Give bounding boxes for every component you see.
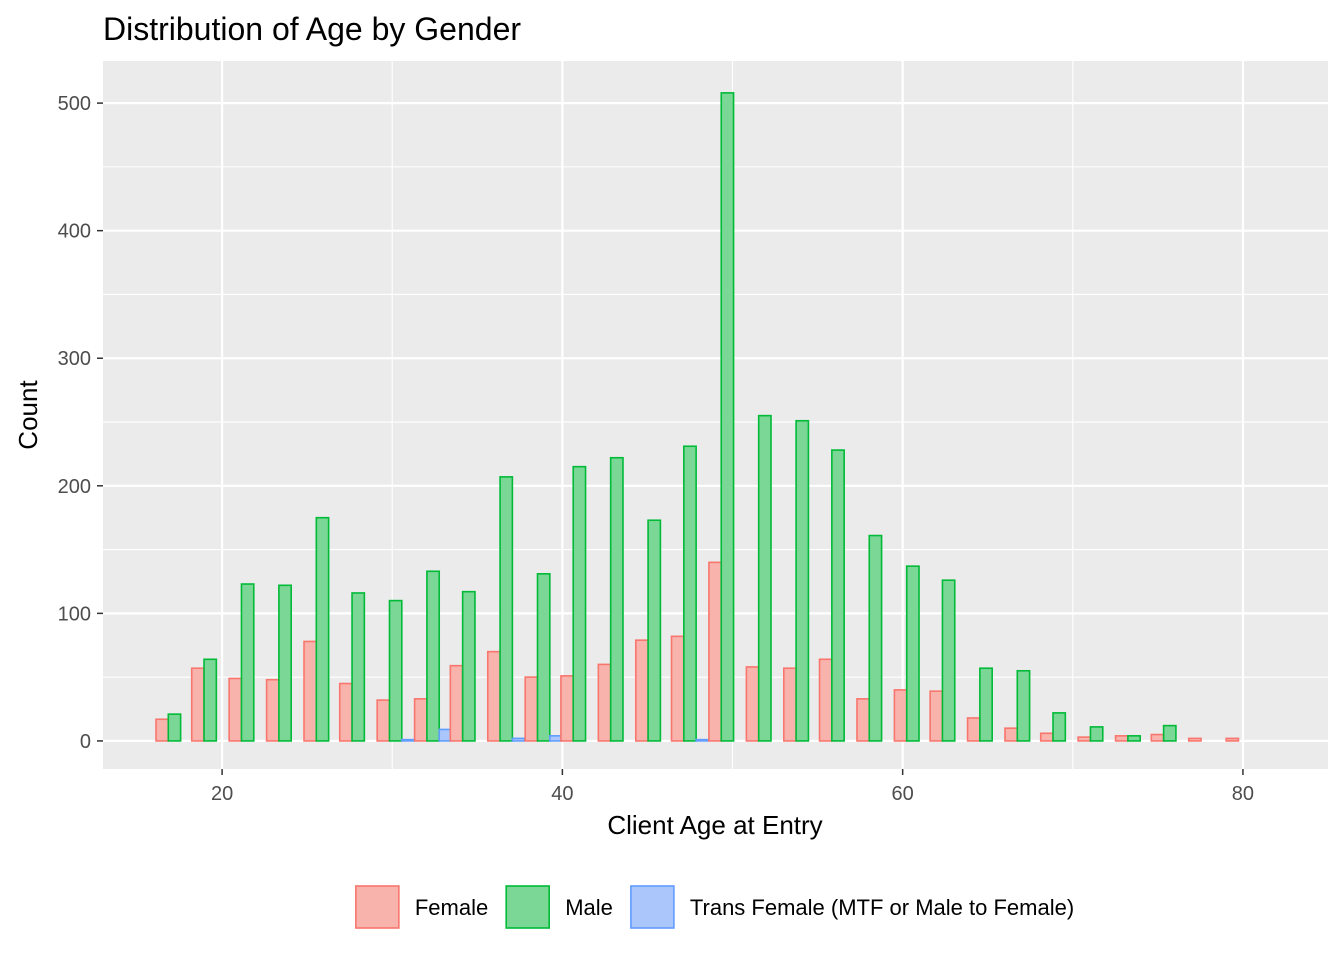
legend-key (355, 885, 400, 929)
bar (400, 738, 415, 742)
bar (1016, 669, 1031, 742)
y-tick-label: 500 (58, 93, 91, 115)
bar (905, 565, 920, 742)
x-tick-label: 20 (211, 783, 233, 805)
bar (524, 676, 539, 742)
x-axis: 20 40 60 80 (211, 769, 1254, 805)
bar (228, 677, 243, 742)
y-tick-label: 200 (58, 476, 91, 498)
bar (670, 635, 685, 742)
x-tick-label: 80 (1232, 783, 1254, 805)
bar (278, 584, 293, 742)
bar (560, 675, 575, 742)
bar (303, 640, 318, 742)
bar (426, 570, 441, 742)
bar (1077, 736, 1092, 742)
bar (511, 737, 526, 742)
bar (856, 698, 871, 742)
bar (536, 573, 551, 742)
legend-key (505, 885, 551, 929)
legend: Female Male Trans Female (MTF or Male to F… (355, 885, 1074, 929)
bar (831, 449, 845, 742)
y-tick-label: 400 (58, 221, 91, 243)
bar (1039, 732, 1054, 742)
bar (745, 666, 760, 742)
bar (499, 476, 514, 742)
x-tick-label: 40 (551, 783, 573, 805)
bar (1225, 737, 1240, 742)
bar (376, 699, 391, 742)
bar (486, 650, 501, 742)
y-axis: 0 100 200 300 400 500 (58, 93, 103, 753)
bar (1127, 735, 1141, 742)
bar (795, 419, 810, 742)
bar (338, 682, 353, 742)
y-tick-label: 0 (80, 731, 91, 753)
bars-layer (155, 92, 1240, 742)
bar (609, 456, 624, 742)
bar (757, 414, 772, 742)
bar (1052, 712, 1067, 742)
bar (190, 667, 205, 742)
bar (868, 534, 883, 742)
bar (1089, 726, 1104, 742)
y-axis-title: Count (13, 380, 43, 450)
bar (315, 516, 330, 742)
bar (979, 667, 993, 742)
bar (597, 663, 612, 742)
bar (265, 678, 280, 742)
bar (449, 664, 464, 742)
bar (966, 717, 981, 742)
bar (351, 592, 366, 742)
x-axis-title: Client Age at Entry (607, 810, 822, 840)
bar (720, 92, 735, 742)
chart-title: Distribution of Age by Gender (103, 11, 521, 47)
y-tick-label: 300 (58, 348, 91, 370)
legend-label: Female (415, 895, 488, 920)
bar (155, 718, 170, 742)
bar (708, 561, 723, 742)
bar (1187, 737, 1202, 742)
bar (683, 445, 697, 742)
bar (695, 738, 710, 742)
bar (893, 689, 908, 742)
bar (647, 519, 662, 742)
bar (783, 667, 797, 742)
bar (240, 583, 255, 742)
bar (572, 465, 587, 742)
bar (388, 599, 403, 742)
legend-label: Male (565, 895, 613, 920)
bar (461, 590, 476, 742)
x-tick-label: 60 (892, 783, 914, 805)
legend-key (630, 885, 675, 929)
legend-label: Trans Female (MTF or Male to Female) (690, 895, 1074, 920)
bar (203, 658, 218, 742)
bar (634, 639, 649, 742)
bar (167, 713, 182, 742)
bar (818, 658, 833, 742)
bar (1150, 733, 1165, 742)
bar (941, 579, 956, 742)
y-tick-label: 100 (58, 603, 91, 625)
bar (413, 698, 428, 742)
bar (1004, 727, 1019, 742)
bar (929, 690, 944, 742)
bar (1114, 735, 1129, 742)
bar (1162, 724, 1177, 742)
